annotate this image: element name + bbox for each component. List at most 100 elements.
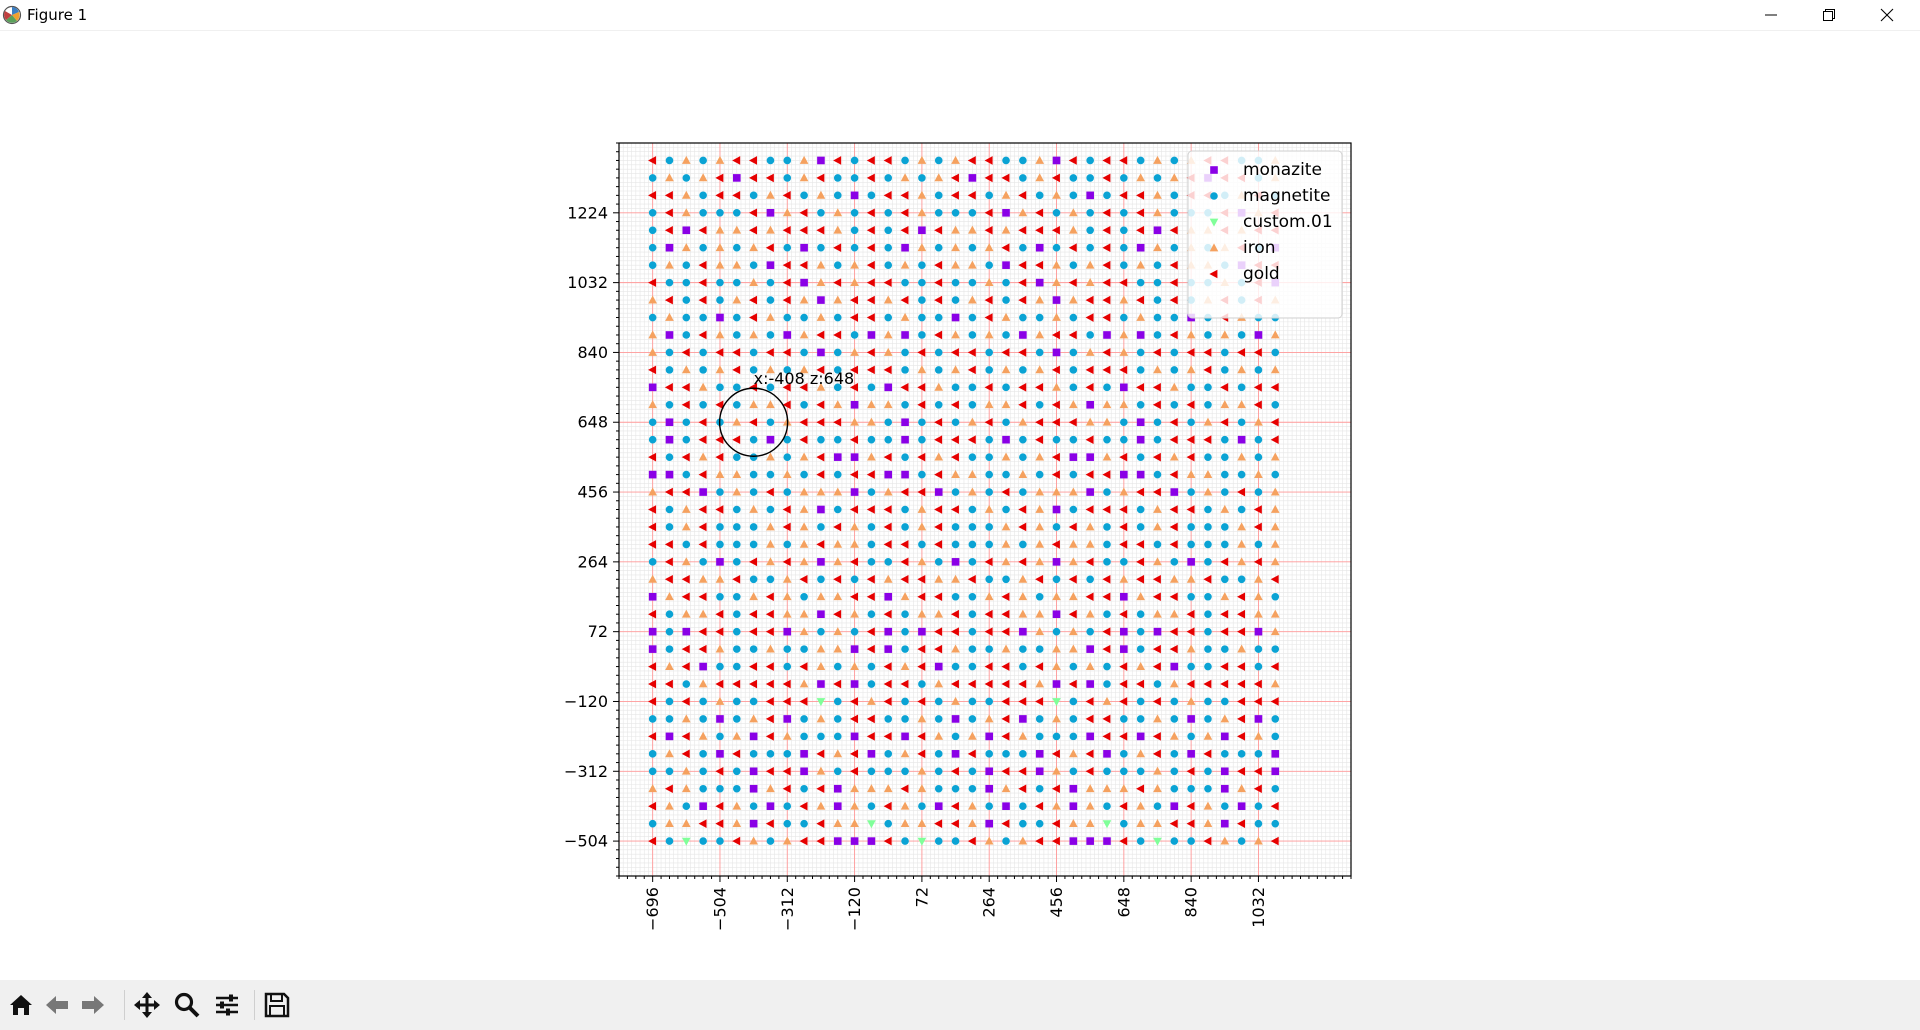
save-button[interactable] [260, 988, 294, 1022]
magnetite-point [800, 400, 808, 409]
gold-point [816, 836, 825, 846]
iron-point [732, 295, 742, 304]
zoom-button[interactable] [170, 988, 204, 1022]
magnetite-point [1136, 366, 1145, 374]
iron-point [715, 330, 725, 339]
monazite-point [1052, 348, 1061, 357]
gold-point [1068, 575, 1077, 584]
back-button[interactable] [40, 988, 74, 1022]
gold-point [1051, 836, 1060, 846]
iron-point [850, 417, 859, 426]
iron-point [1069, 592, 1078, 601]
magnetite-point [1136, 523, 1145, 531]
gold-point [1051, 749, 1060, 759]
iron-point [766, 400, 775, 409]
gold-point [1169, 278, 1178, 287]
magnetite-point [766, 383, 775, 392]
iron-point [883, 295, 893, 304]
gold-point [1085, 697, 1094, 706]
iron-point [968, 469, 977, 478]
magnetite-point [1035, 191, 1044, 200]
annotation-label: x:-408 z:648 [754, 369, 855, 388]
iron-point [1001, 452, 1011, 461]
configure-subplots-button[interactable] [210, 988, 244, 1022]
gold-point [782, 505, 791, 514]
iron-point [799, 452, 809, 461]
gold-point [1035, 801, 1044, 811]
gold-point [900, 540, 909, 549]
magnetite-point [968, 662, 977, 671]
gold-point [1253, 697, 1262, 706]
gold-point [1035, 208, 1044, 218]
iron-point [682, 784, 691, 793]
iron-point [799, 173, 809, 182]
figure-canvas[interactable]: −696 −504 −312 −120 72 264 456 648 840 1032 −504 −3… [0, 30, 1920, 980]
gold-point [1102, 627, 1111, 636]
magnetite-point [1120, 558, 1128, 566]
iron-point [850, 661, 859, 670]
gold-point [917, 697, 926, 706]
gold-point [1119, 191, 1128, 200]
gold-point [1102, 505, 1111, 514]
magnetite-point [1220, 488, 1229, 496]
home-button[interactable] [4, 988, 38, 1022]
magnetite-point [1002, 575, 1010, 584]
magnetite-point [1019, 313, 1027, 322]
iron-point [1170, 173, 1179, 182]
iron-point [867, 452, 876, 461]
gold-point [1203, 575, 1212, 584]
monazite-point [783, 627, 792, 636]
gold-point [1051, 225, 1060, 235]
iron-point [799, 504, 809, 513]
gold-point [816, 749, 825, 759]
gold-point [765, 679, 774, 689]
iron-point [749, 400, 758, 409]
gold-point [765, 592, 774, 602]
magnetite-point [951, 418, 960, 427]
gold-point [1203, 435, 1212, 444]
magnetite-point [918, 261, 926, 269]
magnetite-point [1103, 383, 1111, 392]
magnetite-point [918, 802, 926, 810]
monazite-point [1052, 680, 1061, 688]
forward-button[interactable] [76, 988, 110, 1022]
maximize-button[interactable] [1800, 0, 1858, 30]
gold-point [1119, 662, 1128, 671]
gold-point [984, 173, 993, 183]
magnetite-point [732, 331, 741, 339]
magnetite-point [716, 662, 724, 671]
monazite-point [1136, 435, 1145, 444]
gold-point [1203, 836, 1212, 846]
iron-point [715, 696, 725, 705]
magnetite-point [732, 627, 741, 636]
magnetite-point [1002, 837, 1010, 845]
magnetite-point [648, 261, 657, 269]
scatter-chart[interactable]: −696 −504 −312 −120 72 264 456 648 840 1032−504−3… [0, 30, 1920, 980]
monazite-point [1086, 732, 1094, 741]
iron-point [665, 819, 674, 828]
magnetite-point [1187, 732, 1195, 741]
iron-point [917, 365, 927, 374]
iron-point [1001, 365, 1011, 374]
gold-point [883, 836, 892, 846]
monazite-point [1120, 470, 1128, 479]
magnetite-point [749, 366, 758, 374]
gold-point [1152, 662, 1161, 671]
iron-point [1270, 557, 1280, 566]
iron-point [799, 557, 809, 566]
magnetite-point [1187, 784, 1195, 793]
magnetite-point [682, 418, 691, 427]
magnetite-point [1019, 750, 1027, 758]
magnetite-point [800, 592, 808, 601]
minimize-button[interactable] [1742, 0, 1800, 30]
matplotlib-icon [2, 5, 22, 25]
iron-point [1203, 731, 1213, 740]
close-button[interactable] [1858, 0, 1916, 30]
pan-button[interactable] [130, 988, 164, 1022]
iron-point [782, 609, 792, 618]
magnetite-point [1254, 366, 1263, 374]
gold-point [1001, 714, 1010, 724]
iron-point [850, 539, 859, 548]
gold-point [681, 749, 690, 759]
magnetite-point [665, 400, 674, 409]
